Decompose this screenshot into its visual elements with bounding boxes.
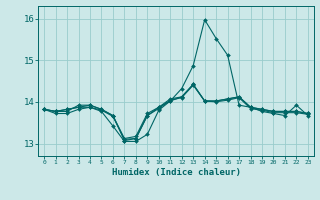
X-axis label: Humidex (Indice chaleur): Humidex (Indice chaleur)	[111, 168, 241, 177]
